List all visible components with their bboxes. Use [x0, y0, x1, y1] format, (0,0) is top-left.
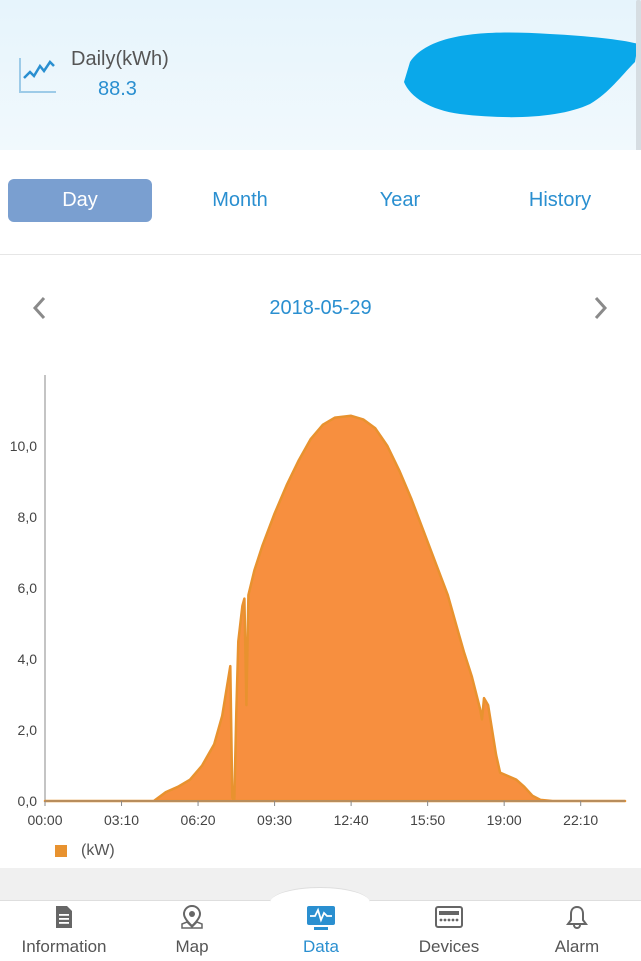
trend-chart-icon: [19, 58, 56, 93]
legend-label: (kW): [81, 842, 115, 859]
nav-map[interactable]: Map: [137, 901, 247, 961]
summary-header: Daily(kWh) 88.3: [0, 0, 641, 285]
nav-devices[interactable]: Devices: [394, 901, 504, 961]
tab-year[interactable]: Year: [379, 189, 421, 211]
nav-alarm[interactable]: Alarm: [522, 901, 632, 961]
chevron-right-icon[interactable]: [590, 295, 610, 321]
server-icon: [435, 906, 463, 928]
daily-energy-label: Daily(kWh): [71, 48, 169, 70]
nav-label: Alarm: [554, 937, 600, 956]
y-tick-label: 4,0: [18, 651, 38, 667]
selected-date[interactable]: 2018-05-29: [269, 297, 372, 319]
y-tick-label: 0,0: [18, 793, 38, 809]
x-tick-label: 19:00: [487, 812, 522, 828]
y-tick-label: 6,0: [18, 580, 38, 596]
daily-energy-value: 88.3: [98, 78, 137, 100]
scroll-indicator: [636, 0, 641, 285]
period-tabs: Day Month Year History: [0, 150, 641, 255]
power-series-area: [43, 414, 627, 803]
x-tick-label: 22:10: [563, 812, 598, 828]
power-area-chart: 0,0 2,0 4,0 6,0 8,0 10,0 00:00 03:10 06:20 09:30 1…: [10, 375, 627, 828]
x-tick-label: 15:50: [410, 812, 445, 828]
date-navigator: 2018-05-29: [0, 255, 641, 335]
tab-history[interactable]: History: [528, 189, 592, 211]
legend-swatch: [55, 845, 67, 857]
x-tick-label: 12:40: [334, 812, 369, 828]
document-icon: [56, 906, 72, 928]
tab-day[interactable]: Day: [8, 179, 152, 222]
bottom-navigation: Information Map Data Devices: [0, 887, 641, 961]
nav-data[interactable]: Data: [266, 901, 376, 961]
x-tick-label: 06:20: [181, 812, 216, 828]
nav-label: Data: [303, 937, 339, 956]
x-tick-label: 03:10: [104, 812, 139, 828]
y-tick-label: 10,0: [10, 438, 37, 454]
power-chart: 0,0 2,0 4,0 6,0 8,0 10,0 00:00 03:10 06:20 09:30 1…: [0, 335, 641, 868]
tab-month[interactable]: Month: [212, 189, 268, 211]
chart-legend: (kW): [55, 842, 115, 860]
redaction-scribble: [404, 32, 638, 118]
bell-icon: [566, 905, 588, 929]
x-tick-label: 00:00: [27, 812, 62, 828]
y-tick-label: 8,0: [18, 509, 38, 525]
nav-information[interactable]: Information: [9, 901, 119, 961]
map-pin-icon: [181, 905, 203, 929]
nav-label: Devices: [418, 937, 480, 956]
nav-label: Map: [175, 937, 209, 956]
y-tick-label: 2,0: [18, 722, 38, 738]
chevron-left-icon[interactable]: [30, 295, 50, 321]
x-tick-label: 09:30: [257, 812, 292, 828]
nav-label: Information: [21, 937, 107, 956]
monitor-chart-icon: [307, 906, 335, 930]
